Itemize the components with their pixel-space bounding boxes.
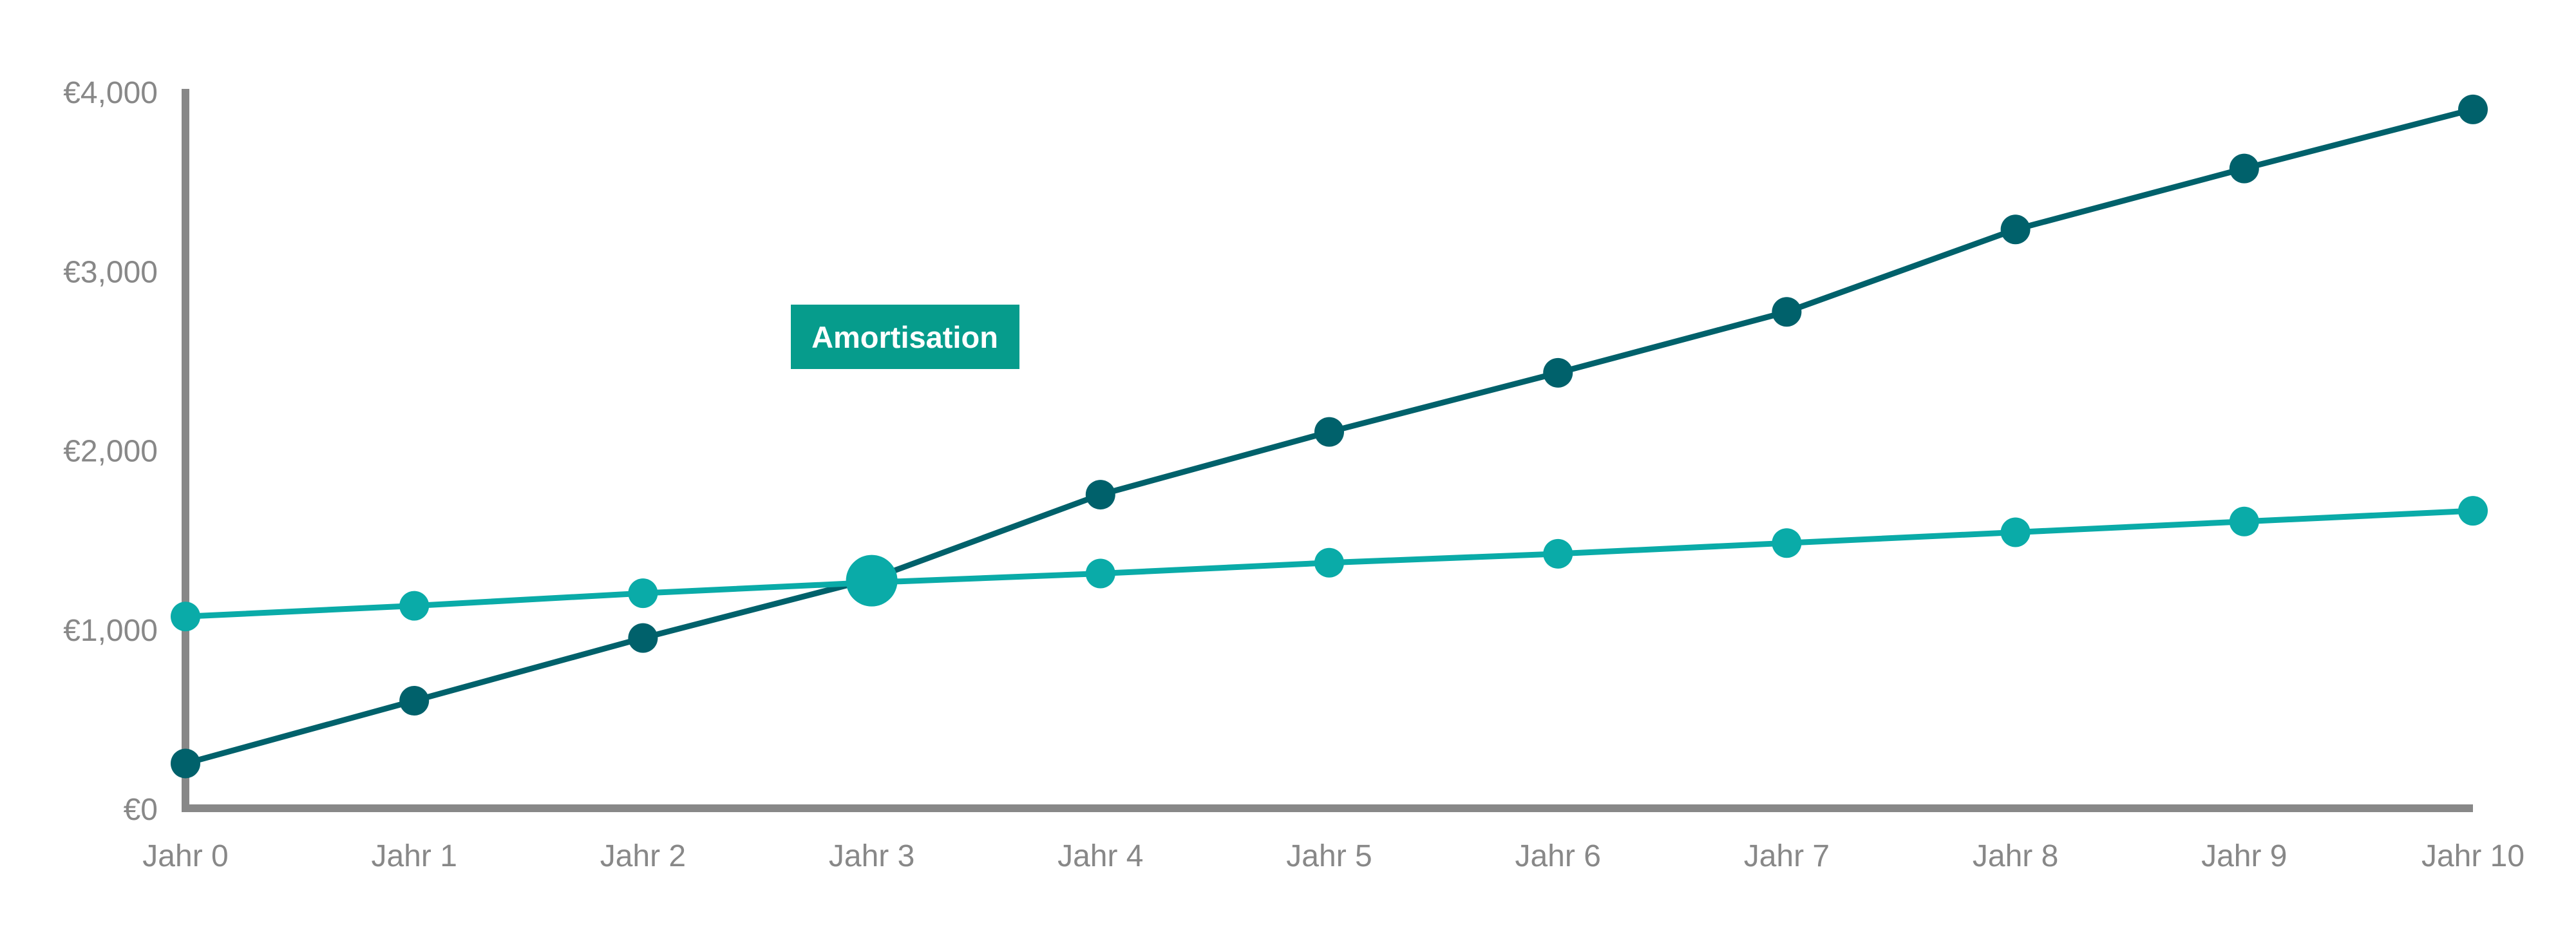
- data-point-light: [1543, 538, 1573, 569]
- data-point-light: [1085, 558, 1115, 589]
- x-tick-label: Jahr 10: [2421, 839, 2524, 873]
- break-even-point: [846, 555, 898, 607]
- series-points: [171, 94, 2488, 779]
- x-tick-label: Jahr 3: [829, 839, 914, 873]
- data-point-dark: [1314, 417, 1344, 447]
- x-tick-label: Jahr 1: [371, 839, 457, 873]
- y-tick-label: €3,000: [63, 255, 158, 289]
- axes: [182, 89, 2473, 812]
- x-tick-label: Jahr 4: [1057, 839, 1143, 873]
- data-point-light: [1772, 528, 1802, 558]
- data-point-light: [1314, 547, 1344, 578]
- y-tick-label: €2,000: [63, 435, 158, 469]
- data-point-dark: [399, 686, 430, 716]
- x-tick-label: Jahr 2: [600, 839, 686, 873]
- data-point-dark: [1085, 480, 1115, 510]
- amortisation-label: Amortisation: [811, 320, 998, 354]
- data-point-light: [2458, 496, 2488, 526]
- data-point-dark: [2000, 214, 2031, 245]
- y-tick-label: €1,000: [63, 614, 158, 648]
- data-point-dark: [1772, 297, 1802, 327]
- x-tick-label: Jahr 5: [1286, 839, 1372, 873]
- y-tick-labels: €0 €1,000 €2,000 €3,000 €4,000: [63, 76, 158, 827]
- data-point-light: [399, 591, 430, 621]
- x-tick-label: Jahr 0: [142, 839, 228, 873]
- data-point-light: [2229, 506, 2259, 536]
- x-tick-labels: Jahr 0 Jahr 1 Jahr 2 Jahr 3 Jahr 4 Jahr 5 Jahr…: [142, 839, 2524, 873]
- amortisation-annotation: Amortisation: [791, 305, 1019, 369]
- x-tick-label: Jahr 9: [2201, 839, 2287, 873]
- y-tick-label: €0: [124, 793, 158, 827]
- data-point-dark: [2458, 94, 2488, 124]
- data-point-light: [171, 602, 200, 632]
- y-tick-label: €4,000: [63, 76, 158, 110]
- data-point-dark: [171, 748, 200, 779]
- x-tick-label: Jahr 8: [1973, 839, 2058, 873]
- x-tick-label: Jahr 6: [1515, 839, 1600, 873]
- data-point-dark: [628, 623, 658, 653]
- amortisation-label-box: [791, 305, 1019, 369]
- data-point-light: [628, 578, 658, 609]
- x-tick-label: Jahr 7: [1744, 839, 1830, 873]
- data-point-light: [2000, 517, 2031, 547]
- data-point-dark: [2229, 153, 2259, 184]
- data-point-dark: [1543, 357, 1573, 388]
